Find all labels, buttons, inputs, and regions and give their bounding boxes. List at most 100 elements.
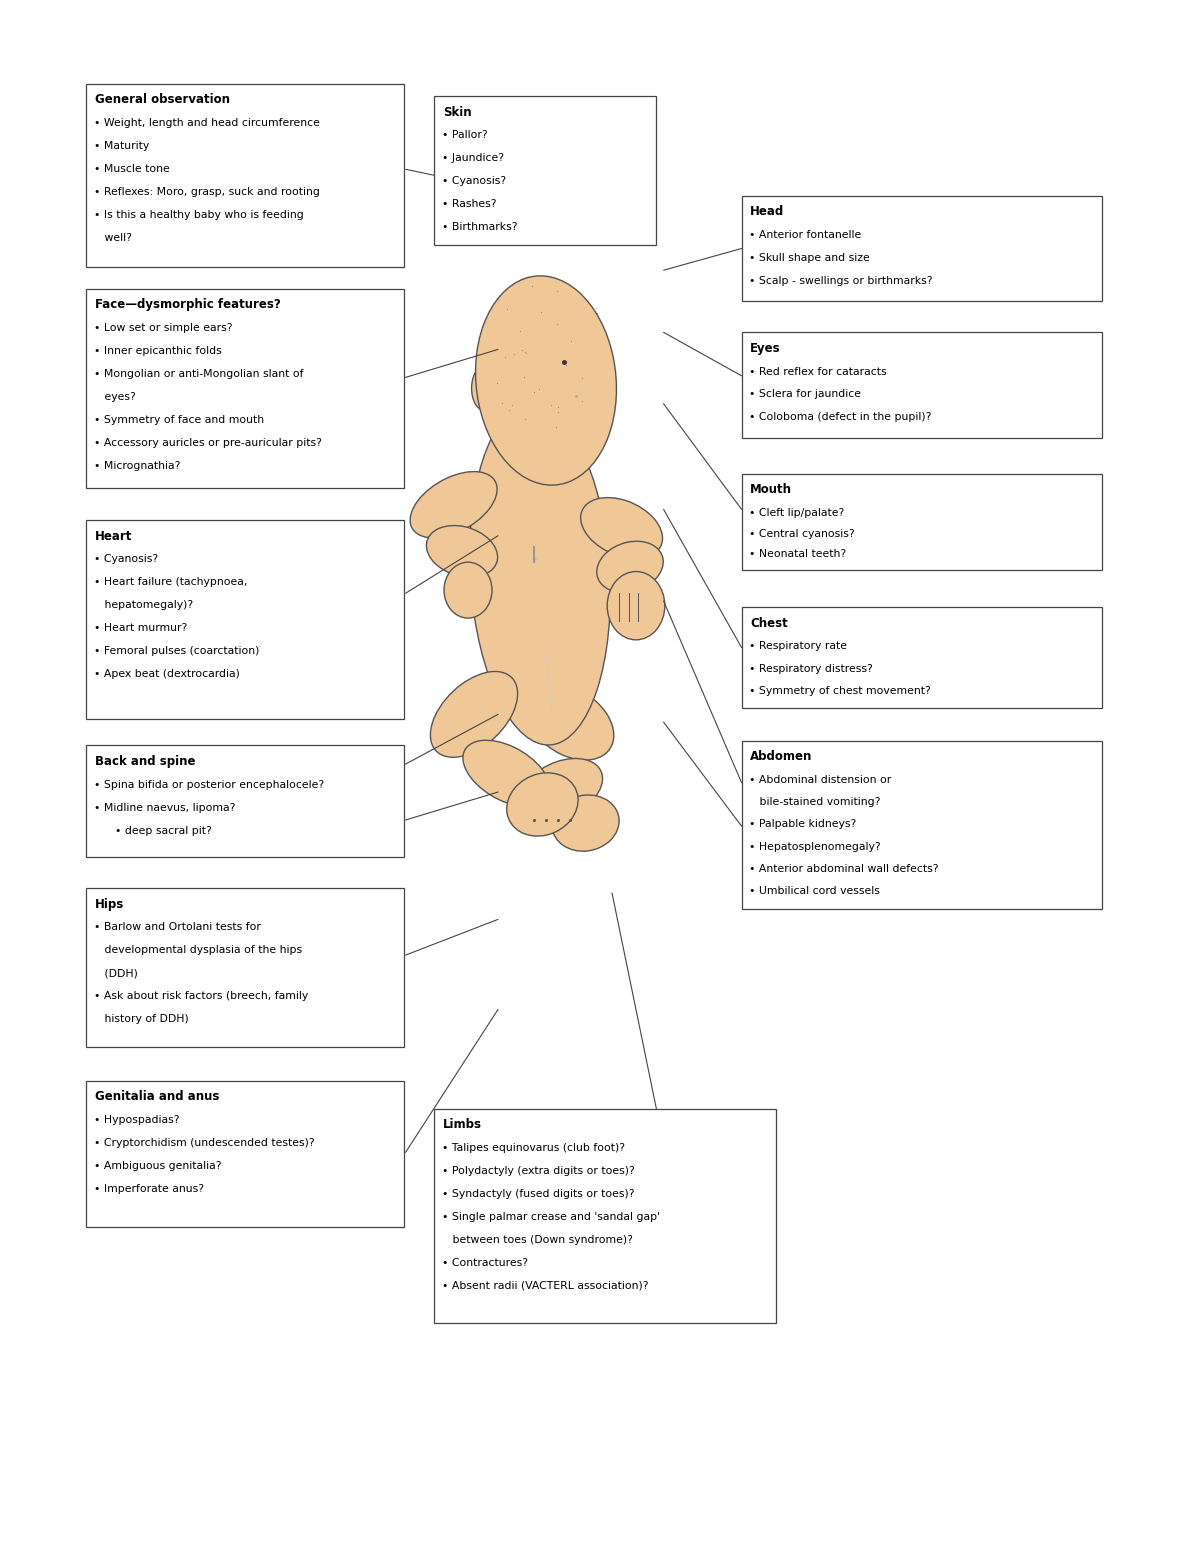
Text: • Sclera for jaundice: • Sclera for jaundice [749, 390, 860, 399]
Text: • Ambiguous genitalia?: • Ambiguous genitalia? [94, 1162, 221, 1171]
Text: Abdomen: Abdomen [750, 750, 812, 763]
Text: • Anterior fontanelle: • Anterior fontanelle [749, 230, 862, 239]
FancyBboxPatch shape [86, 520, 404, 719]
Text: • Maturity: • Maturity [94, 141, 149, 151]
Text: • Cryptorchidism (undescended testes)?: • Cryptorchidism (undescended testes)? [94, 1138, 314, 1148]
Ellipse shape [444, 562, 492, 618]
Text: • Single palmar crease and 'sandal gap': • Single palmar crease and 'sandal gap' [442, 1211, 660, 1222]
Text: • Respiratory rate: • Respiratory rate [749, 641, 847, 651]
Text: history of DDH): history of DDH) [94, 1014, 188, 1025]
Ellipse shape [472, 367, 496, 410]
FancyBboxPatch shape [86, 84, 404, 267]
Text: • Accessory auricles or pre-auricular pits?: • Accessory auricles or pre-auricular pi… [94, 438, 322, 447]
Text: • Weight, length and head circumference: • Weight, length and head circumference [94, 118, 319, 127]
FancyBboxPatch shape [742, 332, 1102, 438]
Text: • Respiratory distress?: • Respiratory distress? [749, 663, 872, 674]
FancyBboxPatch shape [742, 196, 1102, 301]
Text: • Imperforate anus?: • Imperforate anus? [94, 1183, 204, 1194]
Text: • Neonatal teeth?: • Neonatal teeth? [749, 550, 846, 559]
Text: (DDH): (DDH) [94, 969, 138, 978]
Text: Heart: Heart [95, 530, 132, 542]
Ellipse shape [506, 773, 578, 836]
Text: Hips: Hips [95, 898, 124, 910]
Ellipse shape [469, 404, 611, 745]
Text: • Coloboma (defect in the pupil)?: • Coloboma (defect in the pupil)? [749, 413, 931, 422]
Ellipse shape [426, 525, 498, 578]
FancyBboxPatch shape [86, 888, 404, 1047]
Text: • Hepatosplenomegaly?: • Hepatosplenomegaly? [749, 842, 881, 851]
FancyBboxPatch shape [86, 289, 404, 488]
Text: Head: Head [750, 205, 785, 217]
Text: Back and spine: Back and spine [95, 755, 196, 767]
Text: • Hypospadias?: • Hypospadias? [94, 1115, 179, 1124]
Text: • Ask about risk factors (breech, family: • Ask about risk factors (breech, family [94, 991, 308, 1002]
FancyBboxPatch shape [742, 741, 1102, 909]
Ellipse shape [410, 472, 497, 537]
Text: • Apex beat (dextrocardia): • Apex beat (dextrocardia) [94, 669, 240, 679]
Text: • Palpable kidneys?: • Palpable kidneys? [749, 820, 856, 829]
Text: • Spina bifida or posterior encephalocele?: • Spina bifida or posterior encephalocel… [94, 780, 324, 789]
Text: • Low set or simple ears?: • Low set or simple ears? [94, 323, 232, 332]
Text: • Micrognathia?: • Micrognathia? [94, 461, 180, 471]
Text: • Inner epicanthic folds: • Inner epicanthic folds [94, 346, 221, 356]
Text: • Polydactyly (extra digits or toes)?: • Polydactyly (extra digits or toes)? [442, 1166, 635, 1176]
FancyBboxPatch shape [434, 1109, 776, 1323]
Text: • Symmetry of face and mouth: • Symmetry of face and mouth [94, 415, 264, 426]
Text: Chest: Chest [750, 617, 787, 629]
Text: • Jaundice?: • Jaundice? [442, 154, 504, 163]
Text: • Midline naevus, lipoma?: • Midline naevus, lipoma? [94, 803, 235, 812]
Text: • Cyanosis?: • Cyanosis? [442, 177, 505, 186]
Text: • Cyanosis?: • Cyanosis? [94, 554, 157, 564]
Ellipse shape [475, 276, 617, 485]
Text: • Contractures?: • Contractures? [442, 1258, 528, 1267]
Text: • Symmetry of chest movement?: • Symmetry of chest movement? [749, 686, 930, 696]
Text: • Reflexes: Moro, grasp, suck and rooting: • Reflexes: Moro, grasp, suck and rootin… [94, 186, 319, 197]
Text: • Umbilical cord vessels: • Umbilical cord vessels [749, 887, 880, 896]
Text: • Muscle tone: • Muscle tone [94, 165, 169, 174]
Text: • Anterior abdominal wall defects?: • Anterior abdominal wall defects? [749, 863, 938, 874]
Ellipse shape [552, 795, 619, 851]
Text: • Heart failure (tachypnoea,: • Heart failure (tachypnoea, [94, 578, 247, 587]
Ellipse shape [607, 572, 665, 640]
Text: Limbs: Limbs [443, 1118, 482, 1131]
Ellipse shape [431, 671, 517, 758]
FancyBboxPatch shape [522, 446, 570, 495]
FancyBboxPatch shape [86, 745, 404, 857]
Text: well?: well? [94, 233, 132, 242]
Text: between toes (Down syndrome)?: between toes (Down syndrome)? [442, 1235, 632, 1246]
Text: • Heart murmur?: • Heart murmur? [94, 623, 187, 634]
Text: • Central cyanosis?: • Central cyanosis? [749, 528, 854, 539]
Text: General observation: General observation [95, 93, 230, 106]
Text: • Abdominal distension or: • Abdominal distension or [749, 775, 892, 784]
Text: • Scalp - swellings or birthmarks?: • Scalp - swellings or birthmarks? [749, 276, 932, 286]
Text: Skin: Skin [443, 106, 472, 118]
Text: • Absent radii (VACTERL association)?: • Absent radii (VACTERL association)? [442, 1281, 648, 1291]
Text: • Is this a healthy baby who is feeding: • Is this a healthy baby who is feeding [94, 210, 304, 221]
FancyBboxPatch shape [742, 474, 1102, 570]
Text: • Pallor?: • Pallor? [442, 130, 487, 140]
FancyBboxPatch shape [434, 96, 656, 245]
FancyBboxPatch shape [86, 1081, 404, 1227]
Ellipse shape [581, 497, 662, 559]
Text: • Red reflex for cataracts: • Red reflex for cataracts [749, 367, 887, 376]
Text: Mouth: Mouth [750, 483, 792, 495]
Text: • deep sacral pit?: • deep sacral pit? [94, 826, 211, 836]
Text: • Barlow and Ortolani tests for: • Barlow and Ortolani tests for [94, 922, 260, 932]
Ellipse shape [596, 542, 664, 592]
Text: • Femoral pulses (coarctation): • Femoral pulses (coarctation) [94, 646, 259, 657]
Ellipse shape [521, 758, 602, 820]
Text: • Rashes?: • Rashes? [442, 199, 496, 210]
Ellipse shape [527, 685, 613, 759]
Text: hepatomegaly)?: hepatomegaly)? [94, 601, 193, 610]
Text: Face—dysmorphic features?: Face—dysmorphic features? [95, 298, 281, 311]
Text: • Mongolian or anti-Mongolian slant of: • Mongolian or anti-Mongolian slant of [94, 370, 304, 379]
Text: bile-stained vomiting?: bile-stained vomiting? [749, 797, 880, 808]
Text: • Talipes equinovarus (club foot)?: • Talipes equinovarus (club foot)? [442, 1143, 624, 1152]
Text: eyes?: eyes? [94, 391, 136, 402]
Text: • Skull shape and size: • Skull shape and size [749, 253, 870, 262]
Ellipse shape [463, 741, 550, 806]
Text: • Syndactyly (fused digits or toes)?: • Syndactyly (fused digits or toes)? [442, 1190, 634, 1199]
Text: • Cleft lip/palate?: • Cleft lip/palate? [749, 508, 844, 517]
Text: Eyes: Eyes [750, 342, 781, 354]
Text: developmental dysplasia of the hips: developmental dysplasia of the hips [94, 946, 301, 955]
